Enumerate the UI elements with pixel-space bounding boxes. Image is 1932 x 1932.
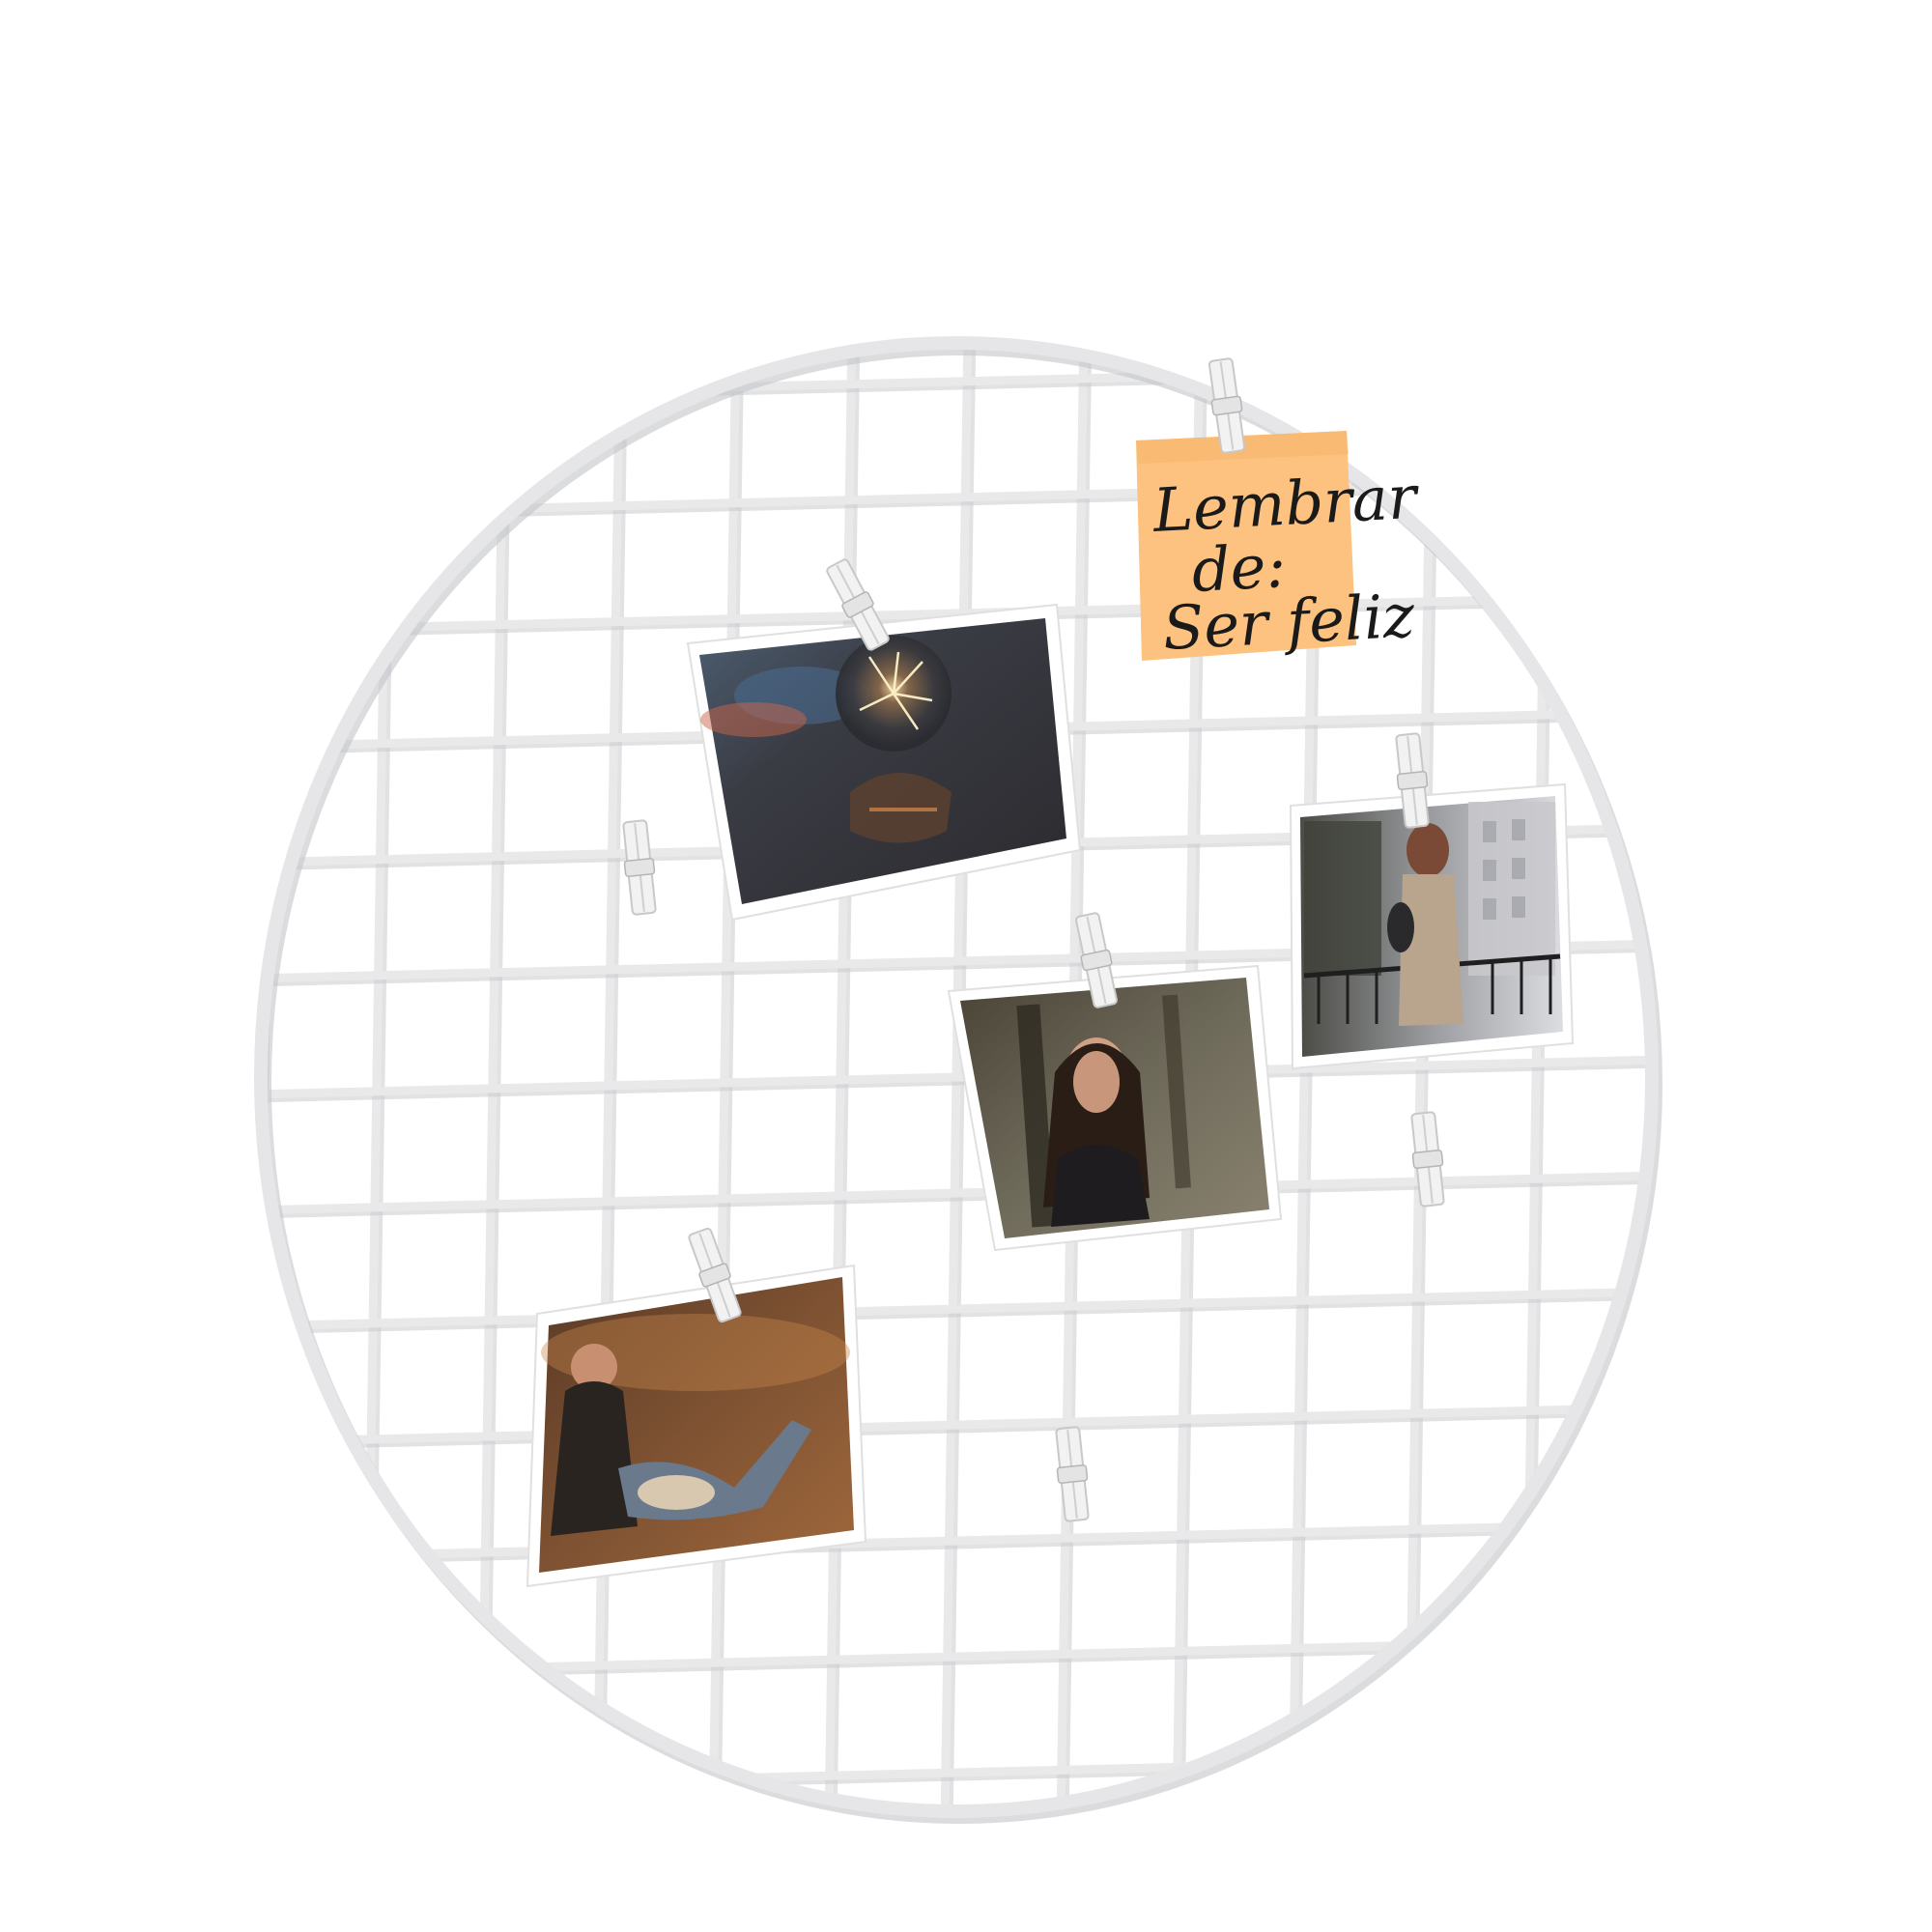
sparkler-photo-icon — [700, 636, 952, 843]
grid-wire-vertical — [708, 343, 741, 1811]
photo-woman-forest — [947, 964, 1283, 1252]
photo-sparkler — [686, 603, 1082, 922]
sticky-note: Lembrar de: Ser feliz — [1136, 431, 1421, 664]
note-line-3: Ser feliz — [1161, 580, 1416, 664]
grid-wire-vertical — [1404, 343, 1436, 1811]
grid-wire-vertical — [476, 343, 509, 1811]
grid-wire-horizontal — [261, 591, 1652, 636]
photo-couple-field — [526, 1264, 867, 1588]
wire-ring — [254, 336, 1662, 1824]
note-line-2: de: — [1190, 530, 1288, 606]
grid-wire-horizontal — [261, 1403, 1652, 1447]
woman-forest-photo-icon — [1016, 994, 1191, 1228]
grid-wire-horizontal — [261, 1287, 1652, 1331]
couple-field-photo-icon — [541, 1314, 850, 1536]
sticky-note-paper — [1136, 431, 1356, 661]
note-line-1: Lembrar — [1151, 462, 1421, 546]
woman-city-photo-icon — [1303, 802, 1561, 1026]
photo-woman-city — [1289, 782, 1575, 1070]
grid-wire-horizontal — [261, 1519, 1652, 1563]
grid-wire-horizontal — [261, 1055, 1652, 1099]
